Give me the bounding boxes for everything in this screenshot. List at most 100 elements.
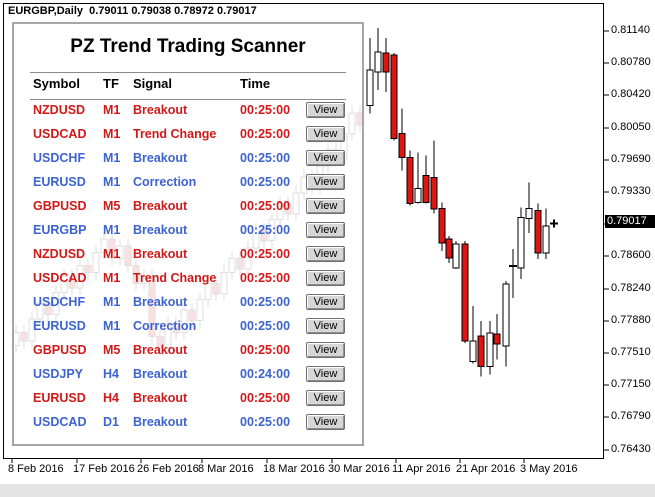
price-axis-label: 0.80050 [611, 121, 651, 133]
view-button[interactable]: View [306, 390, 345, 406]
current-price-box: 0.79017 [605, 215, 655, 228]
row-symbol: USDCHF [33, 151, 86, 165]
row-signal: Breakout [133, 151, 188, 165]
price-axis-label: 0.77150 [611, 378, 651, 390]
row-signal: Breakout [133, 367, 188, 381]
price-axis-label: 0.79690 [611, 153, 651, 165]
row-tf: M1 [103, 151, 121, 165]
row-time: 00:25:00 [240, 151, 291, 165]
row-tf: M1 [103, 271, 121, 285]
view-button[interactable]: View [306, 366, 345, 382]
date-axis-label: 26 Feb 2016 [137, 463, 199, 475]
row-time: 00:25:00 [240, 319, 291, 333]
row-symbol: USDCAD [33, 415, 87, 429]
price-axis-label: 0.77880 [611, 314, 651, 326]
row-time: 00:24:00 [240, 367, 291, 381]
row-signal: Correction [133, 319, 197, 333]
scanner-row: EURUSD M1 Correction 00:25:00 View [14, 170, 362, 194]
row-signal: Breakout [133, 223, 188, 237]
row-tf: H4 [103, 391, 119, 405]
price-axis-label: 0.79330 [611, 185, 651, 197]
row-signal: Trend Change [133, 127, 217, 141]
row-tf: M5 [103, 343, 121, 357]
view-button[interactable]: View [306, 198, 345, 214]
header-separator-bottom [30, 99, 346, 100]
chart-ohlc-label: EURGBP,Daily 0.79011 0.79038 0.78972 0.7… [8, 5, 257, 17]
row-signal: Breakout [133, 415, 188, 429]
row-symbol: USDCAD [33, 127, 87, 141]
row-symbol: EURUSD [33, 175, 86, 189]
scanner-title: PZ Trend Trading Scanner [70, 36, 306, 57]
window-bottom-strip [0, 484, 655, 497]
row-tf: M5 [103, 199, 121, 213]
row-time: 00:25:00 [240, 127, 291, 141]
row-symbol: USDCAD [33, 271, 87, 285]
view-button[interactable]: View [306, 414, 345, 430]
row-symbol: USDJPY [33, 367, 84, 381]
view-button[interactable]: View [306, 342, 345, 358]
column-header-time: Time [240, 76, 271, 91]
row-time: 00:25:00 [240, 103, 291, 117]
view-button[interactable]: View [306, 294, 345, 310]
row-signal: Breakout [133, 391, 188, 405]
scanner-row: USDCAD M1 Trend Change 00:25:00 View [14, 122, 362, 146]
view-button[interactable]: View [306, 102, 345, 118]
price-axis-label: 0.80780 [611, 56, 651, 68]
row-tf: M1 [103, 127, 121, 141]
date-axis-label: 18 Mar 2016 [263, 463, 325, 475]
scanner-row: USDCAD M1 Trend Change 00:25:00 View [14, 266, 362, 290]
date-axis-label: 21 Apr 2016 [456, 463, 516, 475]
row-symbol: EURUSD [33, 391, 86, 405]
date-axis-label: 8 Mar 2016 [198, 463, 254, 475]
row-time: 00:25:00 [240, 223, 291, 237]
scanner-row: GBPUSD M5 Breakout 00:25:00 View [14, 194, 362, 218]
row-symbol: NZDUSD [33, 103, 86, 117]
scanner-header-row: Symbol TF Signal Time [14, 76, 362, 96]
row-time: 00:25:00 [240, 295, 291, 309]
scanner-row: USDCHF M1 Breakout 00:25:00 View [14, 290, 362, 314]
scanner-row: EURGBP M1 Breakout 00:25:00 View [14, 218, 362, 242]
row-symbol: EURUSD [33, 319, 86, 333]
row-time: 00:25:00 [240, 391, 291, 405]
scanner-row: GBPUSD M5 Breakout 00:25:00 View [14, 338, 362, 362]
view-button[interactable]: View [306, 270, 345, 286]
view-button[interactable]: View [306, 174, 345, 190]
scanner-panel: PZ Trend Trading Scanner Symbol TF Signa… [12, 22, 364, 446]
column-header-symbol: Symbol [33, 76, 80, 91]
scanner-row: USDCAD D1 Breakout 00:25:00 View [14, 410, 362, 434]
row-signal: Correction [133, 175, 197, 189]
row-tf: M1 [103, 247, 121, 261]
row-signal: Trend Change [133, 271, 217, 285]
date-axis-label: 30 Mar 2016 [328, 463, 390, 475]
row-time: 00:25:00 [240, 415, 291, 429]
view-button[interactable]: View [306, 222, 345, 238]
date-axis-label: 17 Feb 2016 [73, 463, 135, 475]
view-button[interactable]: View [306, 150, 345, 166]
row-symbol: GBPUSD [33, 199, 87, 213]
column-header-signal: Signal [133, 76, 173, 91]
row-signal: Breakout [133, 199, 188, 213]
view-button[interactable]: View [306, 246, 345, 262]
row-time: 00:25:00 [240, 199, 291, 213]
row-signal: Breakout [133, 295, 188, 309]
view-button[interactable]: View [306, 126, 345, 142]
date-axis-label: 11 Apr 2016 [392, 463, 451, 475]
scanner-row: NZDUSD M1 Breakout 00:25:00 View [14, 242, 362, 266]
row-tf: D1 [103, 415, 119, 429]
price-axis-label: 0.78240 [611, 282, 651, 294]
row-tf: M1 [103, 175, 121, 189]
date-axis-label: 3 May 2016 [520, 463, 578, 475]
scanner-row: EURUSD M1 Correction 00:25:00 View [14, 314, 362, 338]
row-tf: H4 [103, 367, 119, 381]
scanner-row: EURUSD H4 Breakout 00:25:00 View [14, 386, 362, 410]
view-button[interactable]: View [306, 318, 345, 334]
row-symbol: EURGBP [33, 223, 87, 237]
price-axis-label: 0.78600 [611, 249, 651, 261]
header-separator-top [30, 72, 346, 73]
price-axis-label: 0.81140 [611, 24, 650, 36]
row-tf: M1 [103, 103, 121, 117]
row-symbol: GBPUSD [33, 343, 87, 357]
row-time: 00:25:00 [240, 271, 291, 285]
scanner-row: NZDUSD M1 Breakout 00:25:00 View [14, 98, 362, 122]
